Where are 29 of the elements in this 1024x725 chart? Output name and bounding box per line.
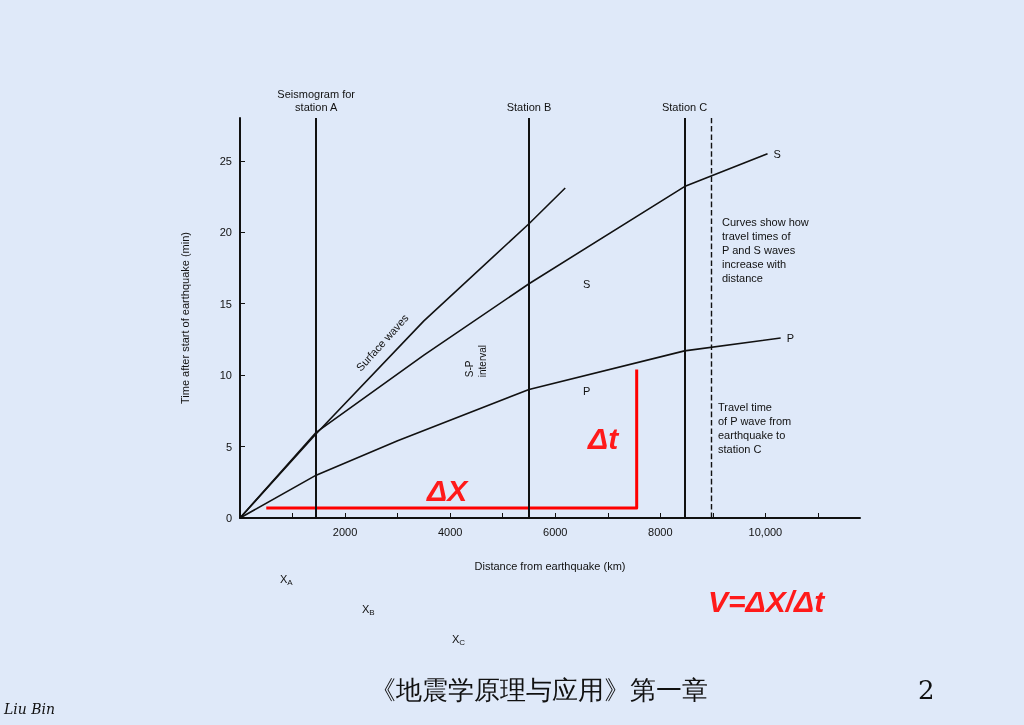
ref-line-label: Station C [661,100,708,113]
annotation: S-P interval [464,344,488,378]
y-tick-label: 5 [225,440,232,453]
x-axis-title: Distance from earthquake (km) [474,559,626,572]
ref-line-label: Seismogram for station A [277,87,356,113]
annotation: Travel time of P wave from earthquake to station C [718,401,792,455]
text: V=ΔX/Δt [708,585,827,618]
x-tick-label: 6000 [543,525,568,538]
y-tick-label: 25 [219,154,232,167]
y-tick-label: 10 [219,369,232,382]
annotation: Δt [587,422,621,455]
series-label: P [786,332,794,344]
text: 2 [918,674,935,705]
y-tick-label: 0 [225,512,232,524]
annotation: P [583,385,591,397]
text: 《地震学原理与应用》第一章 [370,674,708,705]
y-axis-title: Time after start of earthquake (min) [178,232,191,404]
ref-line-label: Station B [506,100,552,113]
annotation: S [583,278,591,290]
annotation: ΔX [426,474,470,507]
series-label: S [773,147,781,160]
x-tick-label: 10,000 [748,525,783,538]
y-tick-label: 20 [219,226,232,239]
annotation: Curves show how travel times of P and S waves increase with distance [722,216,809,284]
y-tick-label: 15 [219,297,232,310]
text: Liu Bin [3,700,56,717]
x-tick-label: 8000 [648,525,673,538]
x-tick-label: 4000 [437,525,463,538]
x-tick-label: 2000 [332,525,358,538]
